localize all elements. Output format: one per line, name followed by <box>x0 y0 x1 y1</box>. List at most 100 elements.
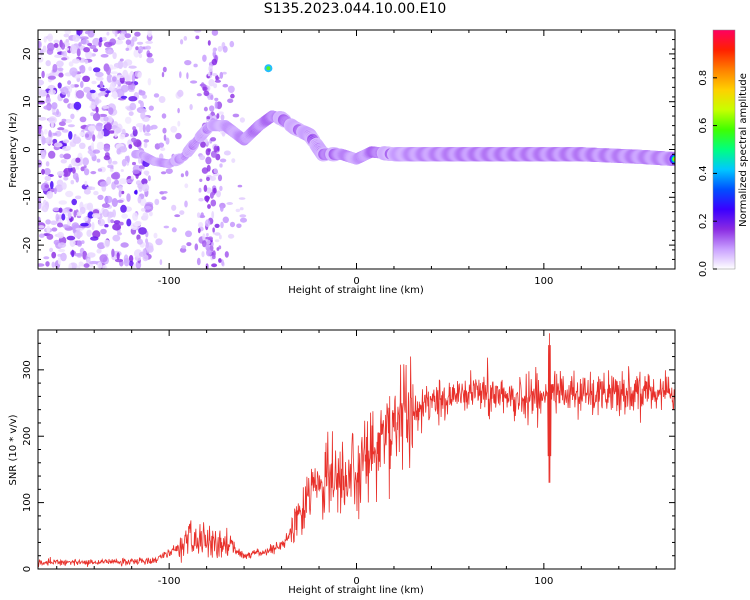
spectrogram-speckle <box>102 36 107 42</box>
spectrogram-speckle <box>125 81 133 85</box>
spectrogram-speckle <box>155 238 163 246</box>
spectrogram-speckle <box>81 240 85 245</box>
spectrogram-speckle <box>107 216 111 224</box>
spectrogram-speckle <box>121 84 129 93</box>
spectrogram-speckle <box>100 81 104 88</box>
spectrogram-speckle <box>179 247 187 253</box>
spectrogram-speckle <box>222 83 229 88</box>
spectrogram-speckle <box>94 97 100 106</box>
spectrogram-speckle <box>146 57 155 64</box>
spectrogram-speckle <box>216 76 220 81</box>
spectrogram-speckle <box>131 73 136 83</box>
spectrogram-speckle <box>42 45 47 53</box>
spectrogram-speckle <box>179 71 182 79</box>
spectrogram-speckle <box>220 205 224 212</box>
spectrogram-speckle <box>177 89 184 97</box>
spectrogram-speckle <box>148 105 154 111</box>
spectrogram-speckle <box>71 198 77 206</box>
spectrogram-speckle <box>211 58 218 66</box>
spectrogram-speckle <box>53 142 63 148</box>
spectrogram-speckle <box>184 183 189 189</box>
spectrogram-speckle <box>58 72 64 78</box>
spectrogram-speckle <box>216 190 221 198</box>
spectrogram-speckle <box>86 252 96 258</box>
spectrogram-speckle <box>147 52 153 58</box>
spectrogram-speckle <box>201 251 205 258</box>
spectrogram-speckle <box>48 89 57 95</box>
spectrogram-speckle <box>109 168 114 173</box>
colorbar-tick-label: 0.6 <box>698 118 709 134</box>
spectrogram-speckle <box>92 149 101 154</box>
spectrogram-speckle <box>132 212 139 221</box>
spectrogram-speckle <box>68 131 73 140</box>
spectrogram-speckle <box>46 233 54 240</box>
spectrogram-speckle <box>73 210 77 218</box>
spectrogram-speckle <box>116 148 121 155</box>
spectrogram-y-tick-label: 10 <box>22 95 33 108</box>
spectrogram-speckle <box>124 33 131 39</box>
spectrogram-x-axis-label: Height of straight line (km) <box>288 285 424 296</box>
spectrogram-speckle <box>65 38 70 43</box>
spectrogram-speckle <box>38 79 45 86</box>
spectrogram-speckle <box>92 230 101 239</box>
spectrogram-speckle <box>63 167 71 177</box>
spectrogram-speckle <box>115 127 122 134</box>
spectrogram-speckle <box>159 259 163 266</box>
spectrogram-speckle <box>41 204 49 213</box>
spectrogram-speckle <box>75 90 85 99</box>
spectrogram-speckle <box>147 30 153 38</box>
spectrogram-speckle <box>214 79 221 83</box>
spectrogram-x-tick-label: -100 <box>158 276 181 287</box>
spectrogram-y-tick-label: 20 <box>22 48 33 61</box>
spectrogram-speckle <box>177 120 181 127</box>
snr-y-tick-label: 100 <box>22 493 33 512</box>
spectrogram-speckle <box>186 72 189 80</box>
spectrogram-speckle <box>103 116 109 122</box>
spectrogram-speckle <box>144 45 152 50</box>
spectrogram-speckle <box>221 131 226 137</box>
spectrogram-speckle <box>103 239 111 248</box>
spectrogram-speckle <box>91 142 95 151</box>
spectrogram-speckle <box>76 240 83 247</box>
spectrogram-speckle <box>137 196 142 204</box>
spectrogram-speckle <box>160 147 166 152</box>
spectrogram-speckle <box>220 221 224 229</box>
spectrogram-speckle <box>57 67 64 72</box>
spectrogram-speckle <box>119 221 124 226</box>
spectrogram-speckle <box>97 129 105 139</box>
spectrogram-speckle <box>68 61 74 67</box>
spectrogram-speckle <box>206 233 209 237</box>
spectrogram-speckle <box>185 230 192 238</box>
spectrogram-speckle <box>205 195 209 203</box>
spectrogram-speckle <box>129 39 135 47</box>
spectrogram-speckle <box>205 156 212 165</box>
spectrogram-speckle <box>206 187 212 194</box>
spectrogram-speckle <box>69 208 73 212</box>
spectrogram-speckle <box>91 222 95 231</box>
spectrogram-speckle <box>68 263 72 269</box>
spectrogram-speckle <box>83 168 90 176</box>
spectrogram-speckle <box>119 33 125 41</box>
spectrogram-speckle <box>58 207 63 213</box>
spectrogram-speckle <box>61 129 69 133</box>
spectrogram-speckle <box>183 36 188 41</box>
spectrogram-speckle <box>235 208 241 213</box>
spectrogram-speckle <box>136 41 144 45</box>
spectrogram-speckle <box>161 72 165 78</box>
spectrogram-speckle <box>211 30 219 36</box>
spectrogram-speckle <box>51 102 58 110</box>
spectrogram-speckle <box>70 180 75 185</box>
spectrogram-speckle <box>214 223 220 228</box>
spectrogram-speckle <box>67 212 72 219</box>
spectrogram-speckle <box>86 229 92 237</box>
spectrogram-speckle <box>227 98 234 104</box>
spectrogram-speckle <box>142 124 146 133</box>
spectrogram-speckle <box>45 261 50 267</box>
spectrogram-speckle <box>179 210 185 216</box>
spectrogram-speckle <box>97 262 103 269</box>
spectrogram-speckle <box>120 242 129 248</box>
spectrogram-speckle <box>110 71 118 75</box>
spectrogram-speckle <box>162 191 168 194</box>
spectrogram-speckle <box>219 234 222 240</box>
spectrogram-speckle <box>160 171 167 175</box>
